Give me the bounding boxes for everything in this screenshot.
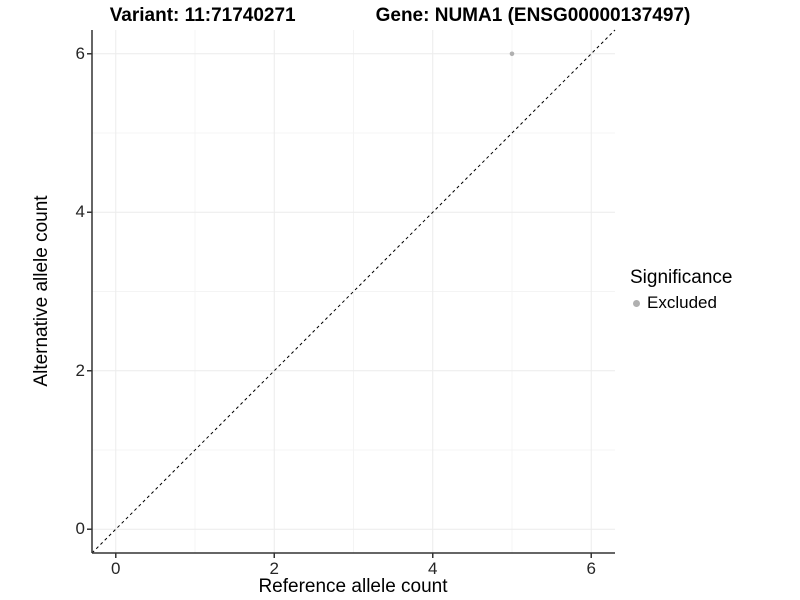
data-point (509, 51, 515, 57)
x-axis-title: Reference allele count (258, 576, 448, 597)
y-tick-label: 2 (75, 360, 85, 380)
x-tick-label: 6 (586, 559, 596, 578)
legend-title: Significance (630, 267, 733, 288)
plot-canvas (87, 29, 616, 558)
x-tick-label: 0 (111, 559, 121, 578)
legend-item-excluded: Excluded (630, 293, 732, 313)
excluded-point-icon (633, 299, 640, 307)
y-tick-label: 4 (75, 202, 85, 222)
x-tick-label: 4 (428, 559, 438, 578)
y-axis-title: Alternative allele count (31, 195, 52, 387)
legend: Significance Excluded (630, 267, 732, 313)
y-tick-label: 6 (75, 43, 85, 63)
plot-title-gene: Gene: NUMA1 (ENSG00000137497) (375, 5, 691, 26)
y-tick-label: 0 (75, 519, 85, 539)
plot-panel (87, 29, 616, 558)
plot-title: Variant: 11:71740271 Gene: NUMA1 (ENSG00… (0, 5, 800, 27)
plot-title-variant: Variant: 11:71740271 (109, 5, 296, 26)
x-tick-label: 2 (269, 559, 279, 578)
legend-item-label: Excluded (647, 293, 717, 312)
